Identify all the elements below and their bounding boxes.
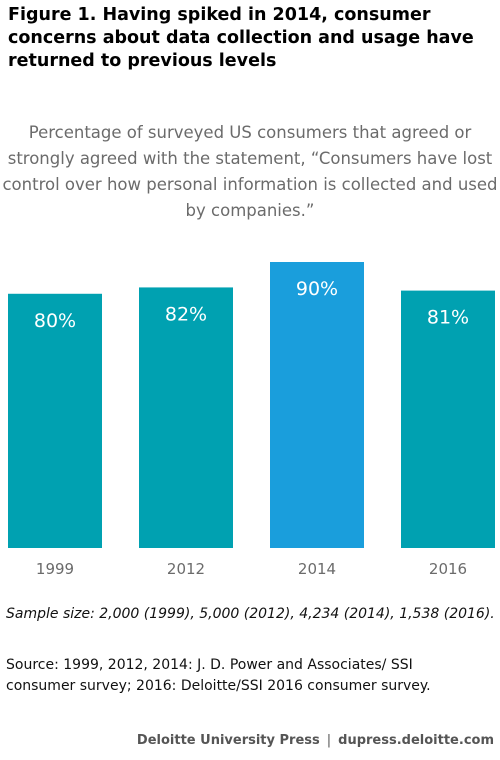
chart-subtitle: Percentage of surveyed US consumers that…: [2, 123, 498, 220]
sample-size-note: Sample size: 2,000 (1999), 5,000 (2012),…: [6, 606, 495, 622]
footer-credit: Deloitte University Press | dupress.deloit…: [137, 733, 494, 748]
x-tick-label-1999: 1999: [36, 560, 74, 578]
source-note: Source: 1999, 2012, 2014: J. D. Power an…: [6, 657, 431, 694]
bar-2016: [401, 290, 495, 548]
footer-separator: |: [326, 733, 332, 748]
bar-value-label-2014: 90%: [296, 278, 338, 300]
publisher-name: Deloitte University Press: [136, 733, 320, 748]
bar-chart: 80% 1999 82% 2012 90% 2014 81% 2016: [8, 262, 495, 578]
bar-2014: [270, 262, 364, 548]
x-tick-label-2016: 2016: [429, 560, 467, 578]
x-tick-label-2014: 2014: [298, 560, 336, 578]
publisher-url: dupress.deloitte.com: [338, 733, 494, 748]
bar-1999: [8, 293, 102, 548]
x-tick-label-2012: 2012: [167, 560, 205, 578]
figure-title: Figure 1. Having spiked in 2014, consume…: [8, 5, 474, 71]
bar-value-label-2012: 82%: [165, 303, 207, 325]
bar-2012: [139, 287, 233, 548]
bar-value-label-2016: 81%: [427, 307, 469, 329]
bar-value-label-1999: 80%: [34, 310, 76, 332]
